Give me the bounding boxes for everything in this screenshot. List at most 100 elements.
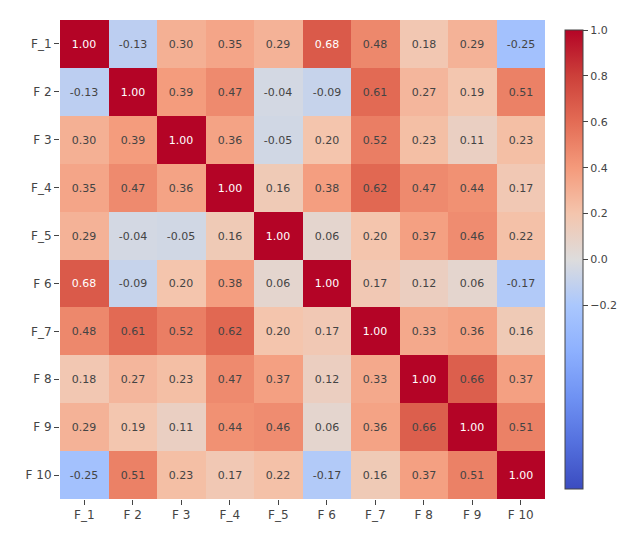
svg-text:0.48: 0.48	[72, 325, 97, 338]
svg-text:0.17: 0.17	[509, 182, 534, 195]
svg-text:1.00: 1.00	[121, 86, 146, 99]
svg-text:-0.04: -0.04	[119, 230, 147, 243]
svg-text:F 3: F 3	[172, 508, 190, 522]
svg-text:0.47: 0.47	[218, 373, 243, 386]
svg-text:1.00: 1.00	[218, 182, 243, 195]
svg-text:0.35: 0.35	[72, 182, 97, 195]
svg-text:0.06: 0.06	[266, 277, 291, 290]
svg-text:0.46: 0.46	[460, 230, 485, 243]
svg-text:0.23: 0.23	[169, 469, 194, 482]
svg-text:F 2: F 2	[33, 85, 51, 99]
svg-text:0.0: 0.0	[590, 253, 608, 266]
svg-text:1.00: 1.00	[412, 373, 437, 386]
svg-text:0.51: 0.51	[509, 86, 534, 99]
svg-text:F_5: F_5	[31, 229, 52, 243]
svg-text:0.68: 0.68	[72, 277, 97, 290]
svg-text:0.36: 0.36	[460, 325, 485, 338]
svg-text:0.51: 0.51	[460, 469, 485, 482]
svg-text:-0.17: -0.17	[507, 277, 535, 290]
svg-text:F_1: F_1	[74, 508, 95, 522]
svg-text:0.06: 0.06	[460, 277, 485, 290]
svg-text:0.36: 0.36	[169, 182, 194, 195]
svg-text:0.37: 0.37	[509, 373, 534, 386]
svg-text:F 8: F 8	[415, 508, 433, 522]
svg-text:0.47: 0.47	[121, 182, 146, 195]
svg-text:0.19: 0.19	[460, 86, 485, 99]
svg-text:-0.04: -0.04	[264, 86, 292, 99]
svg-text:0.22: 0.22	[266, 469, 291, 482]
svg-text:1.00: 1.00	[266, 230, 291, 243]
svg-text:0.18: 0.18	[72, 373, 97, 386]
svg-text:F 9: F 9	[33, 420, 51, 434]
svg-text:F_7: F_7	[31, 325, 52, 339]
svg-text:0.30: 0.30	[169, 38, 194, 51]
svg-text:0.06: 0.06	[315, 421, 340, 434]
svg-text:0.20: 0.20	[169, 277, 194, 290]
svg-text:F 3: F 3	[33, 133, 51, 147]
svg-text:0.20: 0.20	[315, 134, 340, 147]
svg-text:0.29: 0.29	[72, 421, 97, 434]
svg-text:0.39: 0.39	[121, 134, 146, 147]
svg-text:0.52: 0.52	[169, 325, 194, 338]
svg-text:0.68: 0.68	[315, 38, 340, 51]
svg-text:0.20: 0.20	[363, 230, 388, 243]
svg-text:F_1: F_1	[31, 37, 52, 51]
svg-text:F 9: F 9	[463, 508, 481, 522]
svg-text:-0.13: -0.13	[70, 86, 98, 99]
svg-text:0.38: 0.38	[315, 182, 340, 195]
svg-text:0.17: 0.17	[315, 325, 340, 338]
svg-text:0.37: 0.37	[412, 230, 437, 243]
svg-text:0.06: 0.06	[315, 230, 340, 243]
svg-text:0.11: 0.11	[169, 421, 194, 434]
svg-text:-0.17: -0.17	[313, 469, 341, 482]
svg-text:0.37: 0.37	[266, 373, 291, 386]
svg-text:0.66: 0.66	[460, 373, 485, 386]
svg-text:0.20: 0.20	[266, 325, 291, 338]
svg-text:0.27: 0.27	[412, 86, 437, 99]
svg-text:1.00: 1.00	[460, 421, 485, 434]
svg-text:0.36: 0.36	[218, 134, 243, 147]
svg-text:F 6: F 6	[318, 508, 336, 522]
svg-text:F 2: F 2	[124, 508, 142, 522]
svg-text:0.44: 0.44	[460, 182, 485, 195]
svg-text:0.6: 0.6	[590, 116, 608, 129]
svg-text:0.30: 0.30	[72, 134, 97, 147]
svg-text:0.16: 0.16	[509, 325, 534, 338]
svg-text:0.33: 0.33	[363, 373, 388, 386]
svg-text:-0.13: -0.13	[119, 38, 147, 51]
svg-text:0.46: 0.46	[266, 421, 291, 434]
svg-text:0.22: 0.22	[509, 230, 534, 243]
svg-text:0.29: 0.29	[460, 38, 485, 51]
svg-text:0.52: 0.52	[363, 134, 388, 147]
svg-text:F_4: F_4	[31, 181, 52, 195]
svg-text:F 10: F 10	[508, 508, 534, 522]
svg-text:0.11: 0.11	[460, 134, 485, 147]
svg-text:0.18: 0.18	[412, 38, 437, 51]
svg-text:0.17: 0.17	[218, 469, 243, 482]
svg-text:-0.09: -0.09	[313, 86, 341, 99]
svg-text:1.00: 1.00	[72, 38, 97, 51]
svg-text:0.12: 0.12	[315, 373, 340, 386]
svg-text:0.44: 0.44	[218, 421, 243, 434]
svg-text:-0.05: -0.05	[264, 134, 292, 147]
svg-text:0.4: 0.4	[590, 162, 608, 175]
svg-text:0.47: 0.47	[218, 86, 243, 99]
svg-text:F 10: F 10	[26, 468, 52, 482]
svg-text:0.29: 0.29	[72, 230, 97, 243]
svg-text:1.00: 1.00	[509, 469, 534, 482]
svg-text:0.8: 0.8	[590, 70, 608, 83]
svg-text:0.51: 0.51	[509, 421, 534, 434]
svg-text:1.00: 1.00	[363, 325, 388, 338]
svg-text:0.16: 0.16	[218, 230, 243, 243]
svg-text:0.38: 0.38	[218, 277, 243, 290]
svg-text:0.61: 0.61	[363, 86, 388, 99]
svg-text:F_4: F_4	[219, 508, 240, 522]
svg-text:0.39: 0.39	[169, 86, 194, 99]
svg-text:F_5: F_5	[268, 508, 289, 522]
svg-text:-0.25: -0.25	[507, 38, 535, 51]
svg-text:0.27: 0.27	[121, 373, 146, 386]
svg-text:0.37: 0.37	[412, 469, 437, 482]
svg-text:-0.05: -0.05	[167, 230, 195, 243]
svg-text:F 6: F 6	[33, 277, 51, 291]
svg-text:0.62: 0.62	[218, 325, 243, 338]
